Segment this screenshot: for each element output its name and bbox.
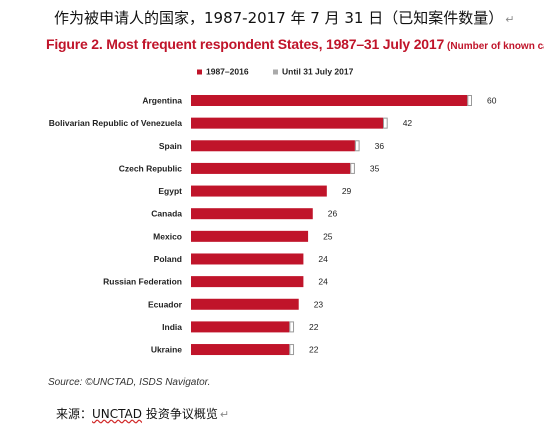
chinese-source-caption: 来源：UNCTAD 投资争议概览 ↵ xyxy=(56,405,229,422)
category-label-mexico: Mexico xyxy=(153,231,182,241)
category-label-spain: Spain xyxy=(159,141,182,151)
category-label-poland: Poland xyxy=(154,254,182,264)
bar-1987-2016-bolivarian-republic-of-venezuela xyxy=(191,117,384,129)
category-label-india: India xyxy=(162,322,182,332)
legend-label-1987-2016: 1987–2016 xyxy=(206,67,249,77)
bar-1987-2016-poland xyxy=(191,253,304,265)
value-label-argentina: 60 xyxy=(487,96,497,106)
figure-title: Figure 2. Most frequent respondent State… xyxy=(46,36,544,54)
bar-1987-2016-ecuador xyxy=(191,298,299,310)
category-label-russian-federation: Russian Federation xyxy=(103,277,182,287)
category-label-bolivarian-republic-of-venezuela: Bolivarian Republic of Venezuela xyxy=(49,118,182,128)
category-label-ukraine: Ukraine xyxy=(151,345,182,355)
value-label-czech-republic: 35 xyxy=(370,163,380,173)
paragraph-mark-icon: ↵ xyxy=(219,408,230,421)
category-label-egypt: Egypt xyxy=(158,186,182,196)
bar-1987-2016-ukraine xyxy=(191,344,290,356)
value-label-india: 22 xyxy=(309,322,319,332)
bar-until-2017-czech-republic xyxy=(350,162,355,174)
chinese-caption: 作为被申请人的国家，1987-2017 年 7 月 31 日（已知案件数量） ↵ xyxy=(54,7,514,28)
bar-1987-2016-argentina xyxy=(191,95,468,106)
source-note: Source: ©UNCTAD, ISDS Navigator. xyxy=(48,377,211,388)
paragraph-mark-icon: ↵ xyxy=(505,13,515,26)
figure-title-main: Figure 2. Most frequent respondent State… xyxy=(46,36,445,52)
source-caption-rest: 投资争议概览 xyxy=(142,407,218,421)
category-label-argentina: Argentina xyxy=(142,96,182,106)
value-label-ukraine: 22 xyxy=(309,345,319,355)
legend-label-until-31-july-2017: Until 31 July 2017 xyxy=(282,67,354,77)
category-label-canada: Canada xyxy=(151,209,182,219)
value-label-egypt: 29 xyxy=(342,186,352,196)
bar-1987-2016-czech-republic xyxy=(191,162,351,174)
bar-until-2017-ukraine xyxy=(289,344,295,356)
bar-1987-2016-india xyxy=(191,321,290,333)
value-label-spain: 36 xyxy=(375,141,385,151)
source-caption-unctad: UNCTAD xyxy=(92,407,143,421)
legend-swatch-until-31-july-2017 xyxy=(273,69,278,75)
bar-1987-2016-egypt xyxy=(191,185,327,197)
value-label-bolivarian-republic-of-venezuela: 42 xyxy=(403,118,413,128)
bar-until-2017-argentina xyxy=(467,95,473,106)
bar-until-2017-bolivarian-republic-of-venezuela xyxy=(383,117,388,129)
bar-1987-2016-russian-federation xyxy=(191,276,304,288)
bar-1987-2016-spain xyxy=(191,140,355,152)
source-caption-prefix: 来源： xyxy=(56,407,93,421)
value-label-ecuador: 23 xyxy=(314,299,324,309)
figure-title-subtitle: (Number of known cases) xyxy=(447,41,544,52)
bar-1987-2016-mexico xyxy=(191,230,309,242)
value-label-canada: 26 xyxy=(328,209,338,219)
value-label-poland: 24 xyxy=(318,254,328,264)
value-label-russian-federation: 24 xyxy=(318,277,328,287)
chinese-caption-text: 作为被申请人的国家，1987-2017 年 7 月 31 日（已知案件数量） xyxy=(54,9,504,27)
bar-until-2017-spain xyxy=(354,140,360,152)
legend-swatch-1987-2016 xyxy=(197,69,202,75)
bar-1987-2016-canada xyxy=(191,208,313,220)
category-label-ecuador: Ecuador xyxy=(148,299,183,309)
value-label-mexico: 25 xyxy=(323,231,333,241)
category-label-czech-republic: Czech Republic xyxy=(119,163,183,173)
bar-until-2017-india xyxy=(289,321,295,333)
